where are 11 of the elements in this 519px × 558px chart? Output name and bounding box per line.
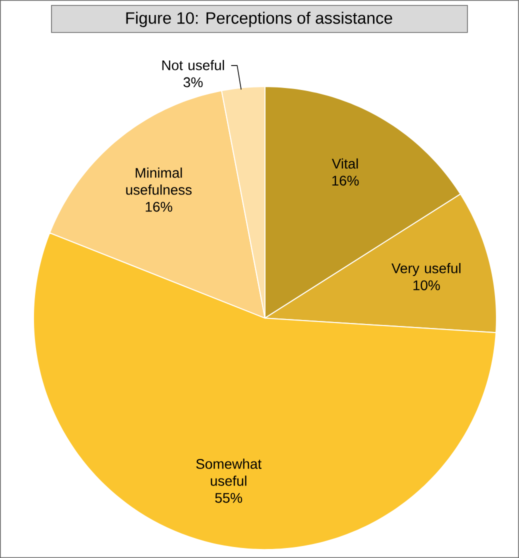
chart-title: Figure 10: Perceptions of assistance	[126, 12, 392, 28]
data-label: 16%	[146, 202, 172, 212]
slice-label: Not useful	[162, 60, 224, 70]
data-label: 3%	[184, 77, 203, 88]
slice-label: Vital	[332, 158, 358, 169]
slice-label: Very useful	[392, 263, 460, 276]
data-label: 55%	[215, 493, 242, 503]
slice-label: Minimal usefulness	[126, 168, 192, 195]
data-label: 10%	[414, 280, 440, 290]
data-label: 16%	[332, 176, 359, 186]
slice-label: Somewhat useful	[196, 458, 262, 486]
